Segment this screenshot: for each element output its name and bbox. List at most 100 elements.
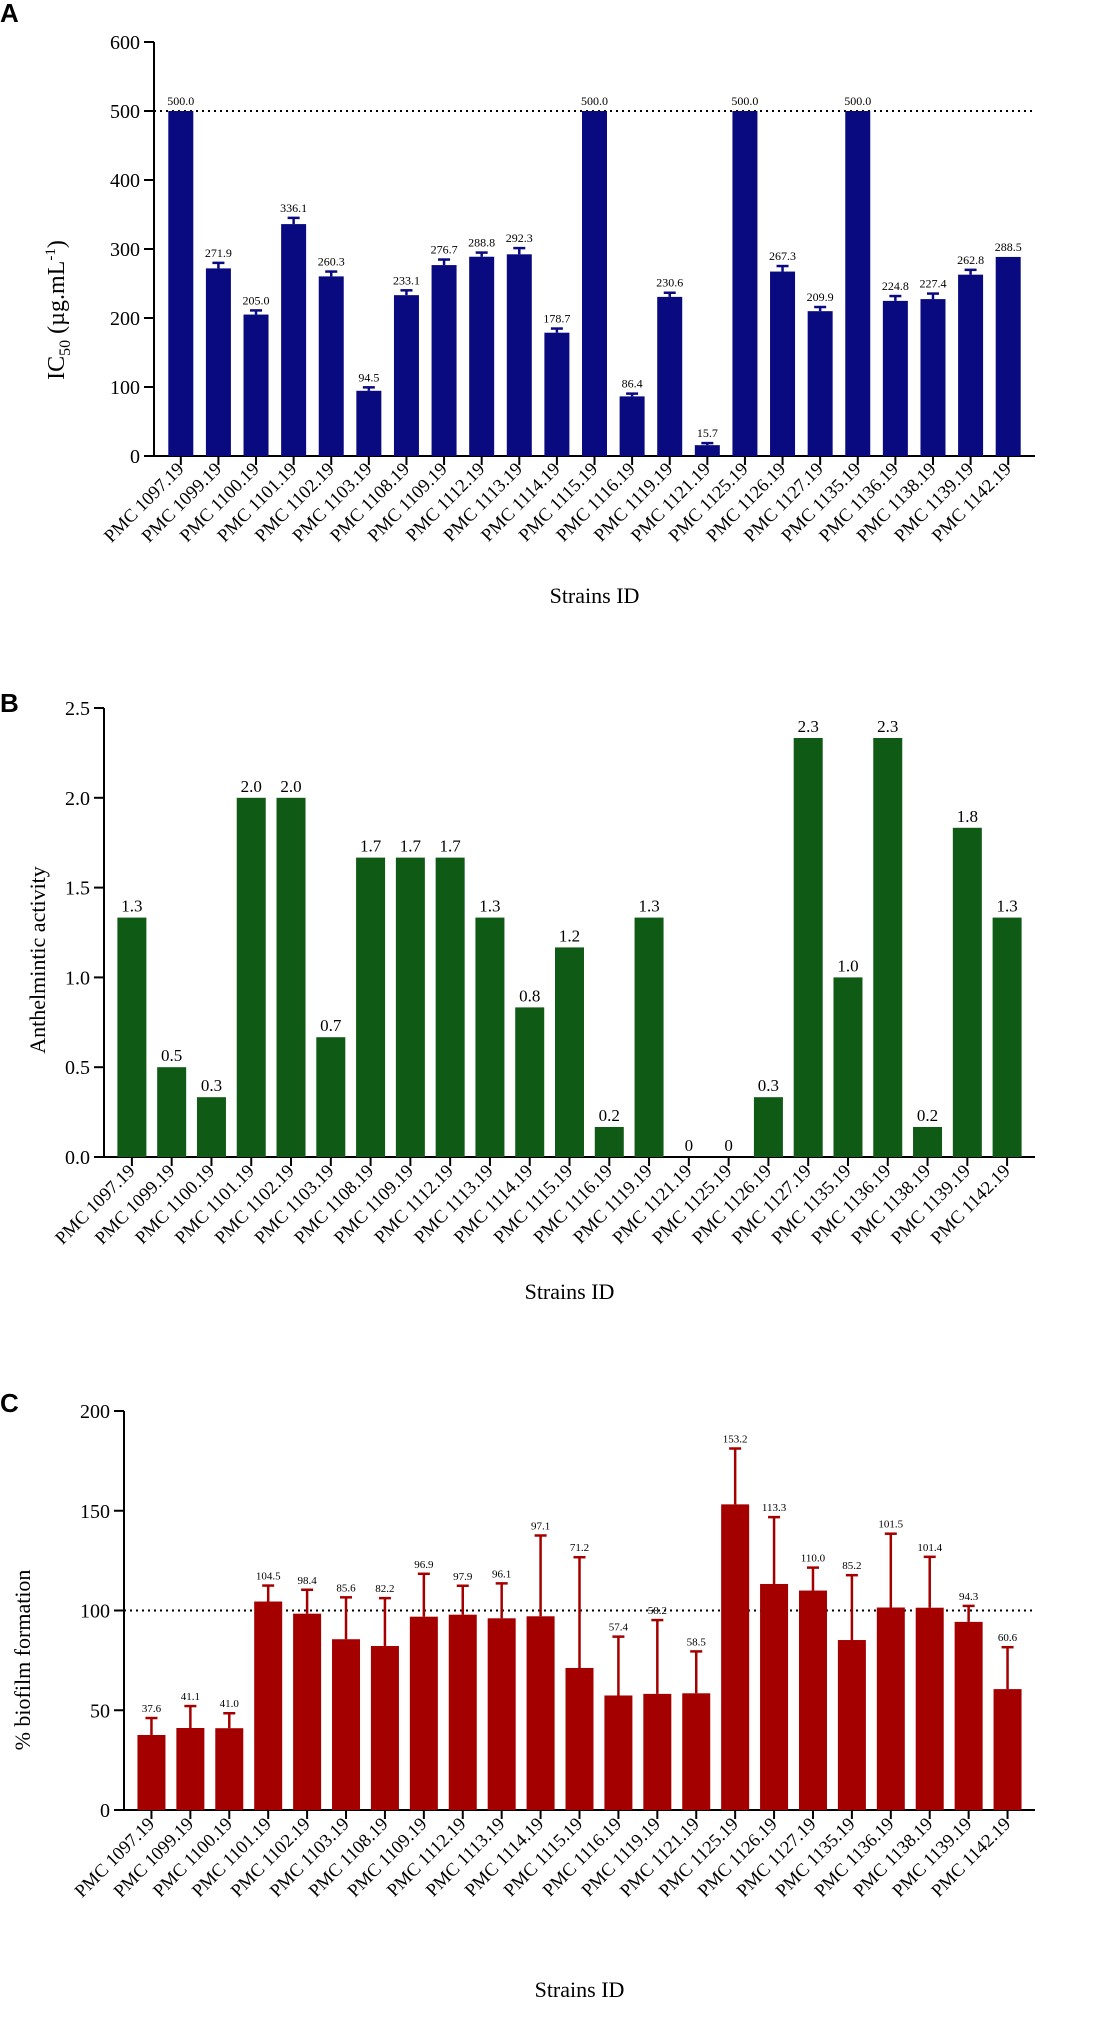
panel-c-value-label: 97.9 — [453, 1571, 473, 1583]
panel-a-letter: A — [0, 0, 19, 28]
panel-a-x-axis-title: Strains ID — [550, 583, 640, 608]
panel-c-bar — [215, 1728, 244, 1810]
panel-c-y-tick-label: 200 — [80, 1401, 110, 1423]
panel-b-value-label: 1.3 — [638, 897, 659, 916]
panel-b-value-label: 2.3 — [877, 717, 898, 736]
panel-c-bar — [682, 1693, 711, 1810]
panel-b-value-label: 0.7 — [320, 1016, 342, 1035]
panel-a-value-label: 500.0 — [731, 94, 758, 108]
panel-b-bar — [833, 977, 863, 1157]
panel-b-bar — [992, 917, 1022, 1157]
panel-b-value-label: 0.2 — [917, 1106, 938, 1125]
panel-b-value-label: 1.7 — [360, 837, 382, 856]
panel-c-value-label: 85.2 — [842, 1560, 861, 1572]
panel-b-value-label: 1.7 — [440, 837, 462, 856]
panel-c-y-tick-label: 150 — [80, 1501, 110, 1523]
panel-c-value-label: 96.1 — [492, 1568, 511, 1580]
panel-c-value-label: 101.4 — [917, 1542, 942, 1554]
panel-a-y-tick-label: 200 — [110, 308, 140, 330]
panel-c-value-label: 104.5 — [256, 1571, 281, 1583]
panel-b-bar — [913, 1127, 943, 1157]
panel-a-value-label: 500.0 — [167, 94, 194, 108]
panel-c-value-label: 110.0 — [801, 1553, 826, 1565]
panel-a-bar — [205, 268, 231, 456]
panel-a-y-tick-label: 600 — [110, 32, 140, 54]
panel-a-bar — [619, 396, 645, 456]
panel-c-x-axis-title: Strains ID — [535, 1977, 625, 2002]
panel-c-bar — [293, 1613, 322, 1810]
panel-b-value-label: 0 — [724, 1136, 733, 1155]
panel-a-value-label: 500.0 — [581, 94, 608, 108]
panel-a-bar — [281, 224, 307, 456]
panel-c-bar — [176, 1728, 205, 1810]
panel-c-value-label: 113.3 — [762, 1502, 787, 1514]
panel-a-bar — [770, 271, 796, 456]
panel-b-bar — [117, 917, 147, 1157]
panel-a-bar — [995, 256, 1021, 456]
panel-b-bar — [356, 857, 386, 1157]
panel-b-y-tick-label: 2.5 — [65, 698, 90, 720]
panel-a-value-label: 271.9 — [205, 246, 232, 260]
panel-a-bar — [807, 311, 833, 456]
panel-c-value-label: 98.4 — [297, 1575, 317, 1587]
panel-b-bar — [236, 797, 266, 1157]
panel-b-y-tick-label: 0.5 — [65, 1057, 90, 1079]
panel-c-y-tick-label: 0 — [100, 1800, 110, 1822]
panel-b-bar — [555, 947, 584, 1157]
panel-c-value-label: 58.2 — [648, 1605, 667, 1617]
panel-b-value-label: 0 — [685, 1136, 694, 1155]
panel-a-value-label: 86.4 — [622, 377, 643, 391]
panel-a-bar — [168, 111, 194, 456]
panel-b-letter: B — [0, 688, 19, 718]
panel-b-value-label: 0.3 — [201, 1076, 222, 1095]
panel-b-bar — [793, 737, 823, 1157]
panel-c-bar — [487, 1618, 516, 1810]
panel-c-y-tick-label: 50 — [90, 1700, 110, 1722]
panel-c-y-axis-title: % biofilm formation — [10, 1570, 35, 1751]
panel-b-bar — [157, 1067, 187, 1157]
panel-b-bar — [515, 1007, 545, 1157]
panel-a-bar — [845, 111, 871, 456]
panel-a-y-tick-label: 100 — [110, 377, 140, 399]
panel-c-bar — [837, 1640, 866, 1810]
panel-a-bar — [882, 300, 908, 456]
panel-b-value-label: 1.0 — [837, 956, 858, 975]
panel-c-bar — [954, 1621, 983, 1810]
panel-b-bar — [395, 857, 425, 1157]
panel-b-value-label: 2.3 — [798, 717, 819, 736]
panel-c-value-label: 41.0 — [220, 1698, 240, 1710]
panel-c-bar — [993, 1689, 1022, 1810]
panel-a-bar — [582, 111, 607, 456]
panel-b-value-label: 1.3 — [121, 897, 142, 916]
panel-c-value-label: 37.6 — [142, 1703, 162, 1715]
panel-c-bar — [370, 1646, 399, 1810]
panel-b-value-label: 2.0 — [241, 777, 262, 796]
panel-a-bar — [657, 296, 683, 456]
panel-a: A IC50 (µg.mL-1) Strains ID 0 100 200 300 40… — [0, 0, 1035, 608]
panel-a-value-label: 267.3 — [769, 249, 796, 263]
panel-b-x-axis-title: Strains ID — [525, 1279, 615, 1304]
panel-c-bar — [332, 1639, 361, 1810]
panel-a-value-label: 276.7 — [431, 243, 458, 257]
panel-c-bar — [915, 1607, 944, 1810]
panel-c-letter: C — [0, 1388, 19, 1418]
panel-c-value-label: 97.1 — [531, 1520, 550, 1532]
panel-c-value-label: 41.1 — [181, 1691, 200, 1703]
panel-a-y-title-sub: 50 — [57, 340, 74, 356]
panel-a-bar — [393, 295, 419, 456]
panel-b-y-tick-label: 1.5 — [65, 878, 90, 900]
svg-text:IC50 (µg.mL-1): IC50 (µg.mL-1) — [43, 240, 74, 380]
panel-b-value-label: 1.8 — [957, 807, 978, 826]
panel-a-bar — [732, 111, 758, 456]
panel-c-value-label: 96.9 — [414, 1559, 434, 1571]
panel-b-value-label: 1.7 — [400, 837, 422, 856]
panel-a-bar — [356, 390, 382, 456]
panel-a-value-label: 227.4 — [919, 277, 946, 291]
panel-a-value-label: 178.7 — [543, 312, 570, 326]
panel-a-bar — [958, 274, 984, 456]
panel-c-bar — [876, 1607, 905, 1810]
panel-b-value-label: 1.3 — [996, 897, 1017, 916]
panel-a-bar — [469, 256, 495, 456]
panel-a-y-title-sup: -1 — [43, 248, 59, 261]
panel-b-value-label: 2.0 — [280, 777, 301, 796]
